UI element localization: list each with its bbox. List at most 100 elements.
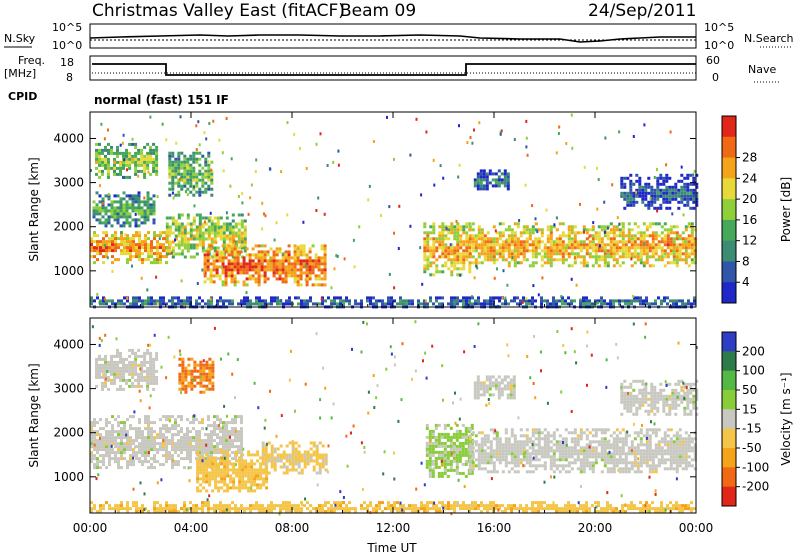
- data-cell: [254, 277, 258, 281]
- data-cell: [146, 387, 150, 391]
- data-cell: [189, 243, 193, 247]
- data-cell: [192, 421, 195, 425]
- data-cell: [174, 451, 177, 455]
- data-cell: [231, 451, 234, 455]
- data-cell: [195, 228, 199, 232]
- data-cell: [552, 296, 555, 300]
- data-cell: [150, 302, 153, 306]
- data-cell: [606, 302, 609, 306]
- data-cell: [585, 264, 589, 268]
- data-cell: [237, 436, 240, 440]
- data-cell: [183, 184, 187, 188]
- data-cell: [597, 264, 601, 268]
- data-cell: [105, 234, 108, 238]
- data-cell: [429, 246, 433, 250]
- data-cell: [99, 439, 102, 443]
- data-cell: [273, 462, 277, 466]
- data-cell: [141, 436, 144, 440]
- data-cell: [113, 157, 116, 161]
- data-cell: [247, 450, 251, 454]
- data-cell: [210, 193, 214, 197]
- data-cell: [147, 442, 150, 446]
- data-cell: [207, 160, 210, 164]
- data-cell: [462, 231, 466, 235]
- data-cell: [458, 124, 460, 128]
- data-cell: [198, 237, 202, 241]
- data-cell: [678, 234, 682, 238]
- data-cell: [177, 163, 181, 167]
- data-cell: [251, 253, 255, 257]
- data-cell: [138, 252, 141, 256]
- data-cell: [221, 244, 225, 248]
- data-cell: [428, 447, 432, 451]
- data-cell: [566, 244, 569, 248]
- data-cell: [150, 427, 153, 431]
- data-cell: [202, 465, 206, 469]
- data-cell: [147, 252, 150, 256]
- data-cell: [264, 450, 268, 454]
- data-cell: [531, 434, 535, 438]
- data-cell: [662, 191, 666, 195]
- data-cell: [573, 231, 577, 235]
- data-cell: [202, 378, 206, 382]
- data-cell: [198, 448, 201, 452]
- data-cell: [116, 148, 119, 152]
- data-cell: [276, 302, 279, 306]
- data-cell: [525, 231, 529, 235]
- data-cell: [459, 225, 463, 229]
- data-cell: [464, 459, 468, 463]
- data-cell: [450, 222, 454, 226]
- data-cell: [606, 237, 610, 241]
- data-cell: [192, 448, 195, 452]
- data-cell: [170, 251, 173, 255]
- data-cell: [125, 194, 129, 198]
- data-cell: [510, 243, 514, 247]
- data-cell: [140, 157, 144, 161]
- data-cell: [531, 446, 535, 450]
- data-cell: [437, 435, 441, 439]
- data-cell: [531, 264, 535, 268]
- data-cell: [123, 296, 126, 300]
- data-cell: [513, 437, 517, 441]
- data-cell: [168, 299, 171, 303]
- data-cell: [612, 299, 615, 303]
- plot-area: [90, 318, 696, 513]
- data-cell: [540, 258, 544, 262]
- data-cell: [519, 243, 523, 247]
- data-cell: [243, 249, 247, 253]
- data-cell: [270, 299, 273, 303]
- data-cell: [214, 477, 218, 481]
- data-cell: [461, 453, 465, 457]
- data-cell: [131, 209, 135, 213]
- data-cell: [576, 243, 580, 247]
- data-cell: [204, 220, 206, 224]
- data-cell: [132, 463, 135, 467]
- data-cell: [433, 183, 436, 187]
- data-cell: [211, 363, 215, 367]
- data-cell: [107, 175, 110, 179]
- data-cell: [120, 439, 123, 443]
- data-cell: [513, 443, 517, 447]
- data-cell: [135, 243, 138, 247]
- data-cell: [647, 182, 651, 186]
- data-cell: [471, 222, 475, 226]
- data-cell: [525, 225, 529, 229]
- data-cell: [449, 444, 453, 448]
- data-cell: [220, 462, 224, 466]
- data-cell: [449, 468, 453, 472]
- data-cell: [108, 243, 111, 247]
- data-cell: [684, 225, 688, 229]
- data-cell: [498, 237, 502, 241]
- data-cell: [189, 234, 193, 238]
- data-cell: [215, 256, 219, 260]
- data-cell: [237, 415, 240, 419]
- data-cell: [144, 240, 147, 244]
- data-cell: [204, 457, 207, 461]
- data-cell: [240, 442, 243, 446]
- data-cell: [261, 227, 264, 231]
- data-cell: [156, 195, 159, 199]
- data-cell: [116, 360, 119, 364]
- data-cell: [215, 268, 219, 272]
- data-cell: [468, 470, 472, 474]
- data-cell: [141, 430, 144, 434]
